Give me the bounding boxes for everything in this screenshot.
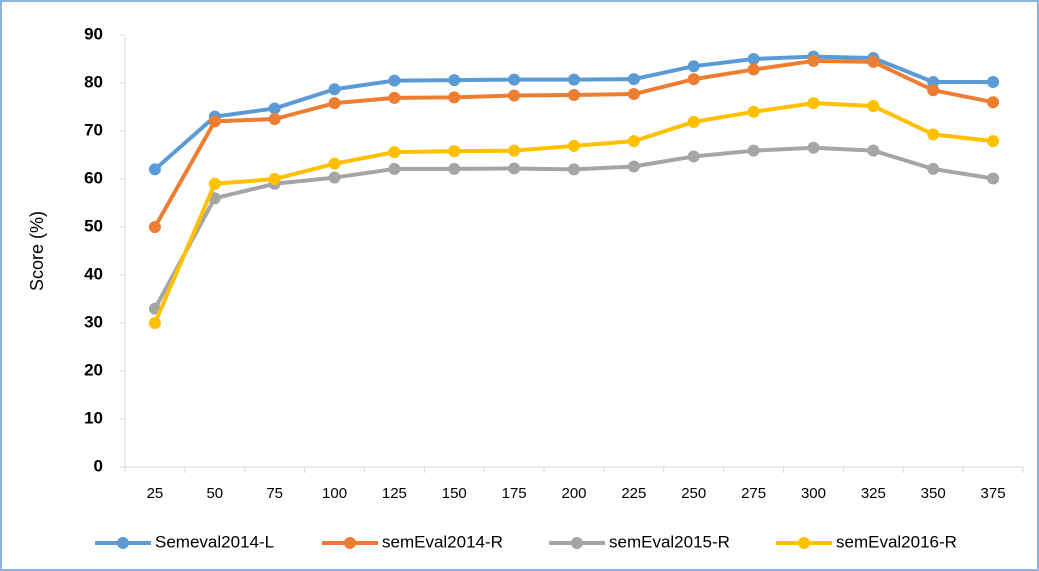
point bbox=[927, 162, 940, 175]
point bbox=[747, 105, 760, 118]
point bbox=[807, 97, 820, 110]
point bbox=[627, 88, 640, 101]
x-tick-label: 300 bbox=[801, 485, 826, 502]
y-tick-label: 30 bbox=[84, 312, 103, 331]
point bbox=[508, 73, 521, 86]
point bbox=[328, 171, 341, 184]
point bbox=[388, 146, 401, 159]
point bbox=[148, 221, 161, 233]
point bbox=[747, 144, 760, 157]
point bbox=[268, 113, 281, 125]
y-tick-label: 0 bbox=[94, 456, 103, 475]
point bbox=[388, 74, 401, 87]
legend-label: semEval2016-R bbox=[836, 532, 957, 551]
x-tick-label: 275 bbox=[741, 485, 766, 502]
point bbox=[568, 139, 580, 152]
point bbox=[328, 97, 341, 110]
x-tick-label: 325 bbox=[861, 485, 886, 502]
point bbox=[448, 162, 461, 175]
point bbox=[807, 54, 820, 67]
y-tick-label: 60 bbox=[84, 168, 103, 187]
point bbox=[208, 115, 221, 128]
point bbox=[448, 91, 461, 104]
point bbox=[867, 144, 880, 157]
x-tick-label: 150 bbox=[442, 485, 467, 502]
legend-marker bbox=[798, 537, 810, 549]
point bbox=[687, 115, 700, 128]
point bbox=[508, 89, 521, 102]
point bbox=[987, 172, 1000, 185]
legend-label: Semeval2014-L bbox=[155, 532, 274, 551]
point bbox=[568, 163, 580, 176]
point bbox=[508, 162, 521, 175]
point bbox=[448, 145, 461, 158]
point bbox=[987, 76, 1000, 89]
point bbox=[388, 162, 401, 175]
y-tick-label: 90 bbox=[84, 24, 103, 43]
point bbox=[987, 135, 1000, 148]
point bbox=[568, 89, 580, 101]
x-tick-label: 50 bbox=[206, 485, 223, 502]
point bbox=[148, 163, 161, 176]
point bbox=[328, 83, 341, 96]
point bbox=[807, 141, 820, 154]
point bbox=[927, 84, 940, 97]
x-tick-label: 75 bbox=[266, 485, 283, 502]
point bbox=[388, 91, 401, 104]
y-tick-label: 10 bbox=[84, 408, 103, 427]
y-tick-label: 80 bbox=[84, 72, 103, 91]
x-tick-label: 225 bbox=[621, 485, 646, 502]
y-tick-label: 50 bbox=[84, 216, 103, 235]
x-tick-label: 125 bbox=[382, 485, 407, 502]
point bbox=[867, 55, 880, 68]
point bbox=[687, 60, 700, 73]
point bbox=[627, 73, 640, 86]
point bbox=[687, 73, 700, 86]
point bbox=[268, 173, 281, 185]
x-tick-label: 375 bbox=[981, 485, 1006, 502]
point bbox=[987, 96, 1000, 109]
x-tick-label: 25 bbox=[147, 485, 164, 502]
point bbox=[208, 177, 221, 190]
y-tick-label: 40 bbox=[84, 264, 103, 283]
point bbox=[747, 53, 760, 65]
legend-marker bbox=[344, 537, 356, 549]
point bbox=[627, 135, 640, 148]
point bbox=[627, 160, 640, 173]
y-tick-label: 70 bbox=[84, 120, 103, 139]
y-tick-label: 20 bbox=[84, 360, 103, 379]
x-tick-label: 350 bbox=[921, 485, 946, 502]
point bbox=[148, 317, 161, 329]
x-tick-label: 200 bbox=[561, 485, 586, 502]
point bbox=[747, 63, 760, 76]
x-tick-label: 100 bbox=[322, 485, 347, 502]
legend-label: semEval2014-R bbox=[382, 532, 503, 551]
point bbox=[687, 150, 700, 163]
point bbox=[867, 100, 880, 113]
y-axis-title: Score (%) bbox=[27, 211, 47, 291]
x-tick-label: 175 bbox=[502, 485, 527, 502]
point bbox=[268, 102, 281, 115]
legend-marker bbox=[117, 537, 129, 549]
legend-marker bbox=[571, 537, 583, 549]
point bbox=[328, 157, 341, 170]
point bbox=[927, 128, 940, 141]
x-tick-label: 250 bbox=[681, 485, 706, 502]
point bbox=[508, 144, 521, 157]
point bbox=[568, 73, 580, 86]
point bbox=[448, 74, 461, 87]
legend-label: semEval2015-R bbox=[609, 532, 730, 551]
